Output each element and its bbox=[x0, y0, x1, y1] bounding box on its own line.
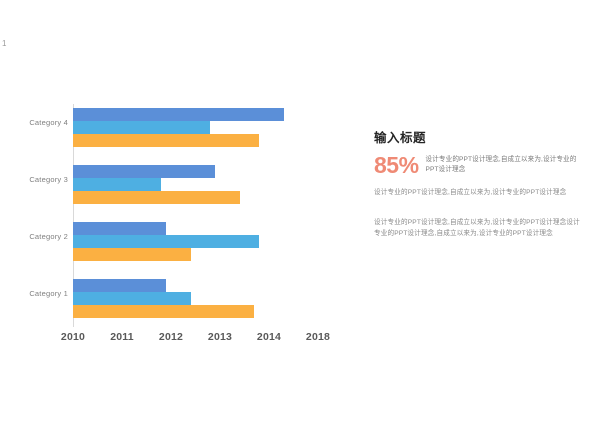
x-tick-label: 2013 bbox=[207, 331, 233, 343]
bar-series-1-cat-2 bbox=[73, 222, 167, 235]
x-tick-label: 2011 bbox=[110, 331, 134, 343]
bar-series-1-cat-4 bbox=[73, 108, 284, 121]
category-label-3: Category 3 bbox=[29, 175, 68, 184]
bar-series-3-cat-1 bbox=[73, 305, 255, 318]
bar-series-2-cat-1 bbox=[73, 292, 191, 305]
panel-title: 输入标题 bbox=[374, 131, 427, 145]
bar-series-3-cat-3 bbox=[73, 191, 240, 204]
stat-description: 设计专业的PPT设计理念,自成立以来为,设计专业的PPT设计理念 bbox=[425, 156, 577, 173]
x-tick-label: 2014 bbox=[256, 331, 282, 343]
category-label-1: Category 1 bbox=[29, 289, 68, 298]
bar-series-3-cat-2 bbox=[73, 248, 191, 261]
stat-row: 85% 设计专业的PPT设计理念,自成立以来为,设计专业的PPT设计理念 bbox=[374, 152, 586, 178]
x-tick-label: 2012 bbox=[158, 331, 184, 343]
x-axis-ticks: 2010 2011 2012 2013 2014 2018 bbox=[0, 331, 345, 349]
page-marker: 1 bbox=[2, 39, 7, 48]
chart-axis-line bbox=[73, 104, 74, 327]
x-tick-label: 2018 bbox=[305, 331, 331, 343]
bar-chart: Category 4 Category 3 Category 2 Categor… bbox=[0, 95, 345, 350]
paragraph-2: 设计专业的PPT设计理念,自成立以来为,设计专业的PPT设计理念设计专业的PPT… bbox=[374, 218, 580, 238]
bar-series-3-cat-4 bbox=[73, 134, 260, 147]
bar-series-2-cat-2 bbox=[73, 235, 260, 248]
bar-series-2-cat-4 bbox=[73, 121, 211, 134]
x-tick-label: 2010 bbox=[60, 331, 86, 343]
bar-series-1-cat-1 bbox=[73, 279, 167, 292]
category-label-4: Category 4 bbox=[29, 118, 68, 127]
bar-series-2-cat-3 bbox=[73, 178, 162, 191]
stat-value: 85% bbox=[374, 152, 419, 178]
category-label-2: Category 2 bbox=[29, 232, 68, 241]
text-panel: 输入标题 85% 设计专业的PPT设计理念,自成立以来为,设计专业的PPT设计理… bbox=[374, 130, 586, 254]
paragraph-1: 设计专业的PPT设计理念,自成立以来为,设计专业的PPT设计理念 bbox=[374, 189, 567, 196]
bar-series-1-cat-3 bbox=[73, 165, 216, 178]
